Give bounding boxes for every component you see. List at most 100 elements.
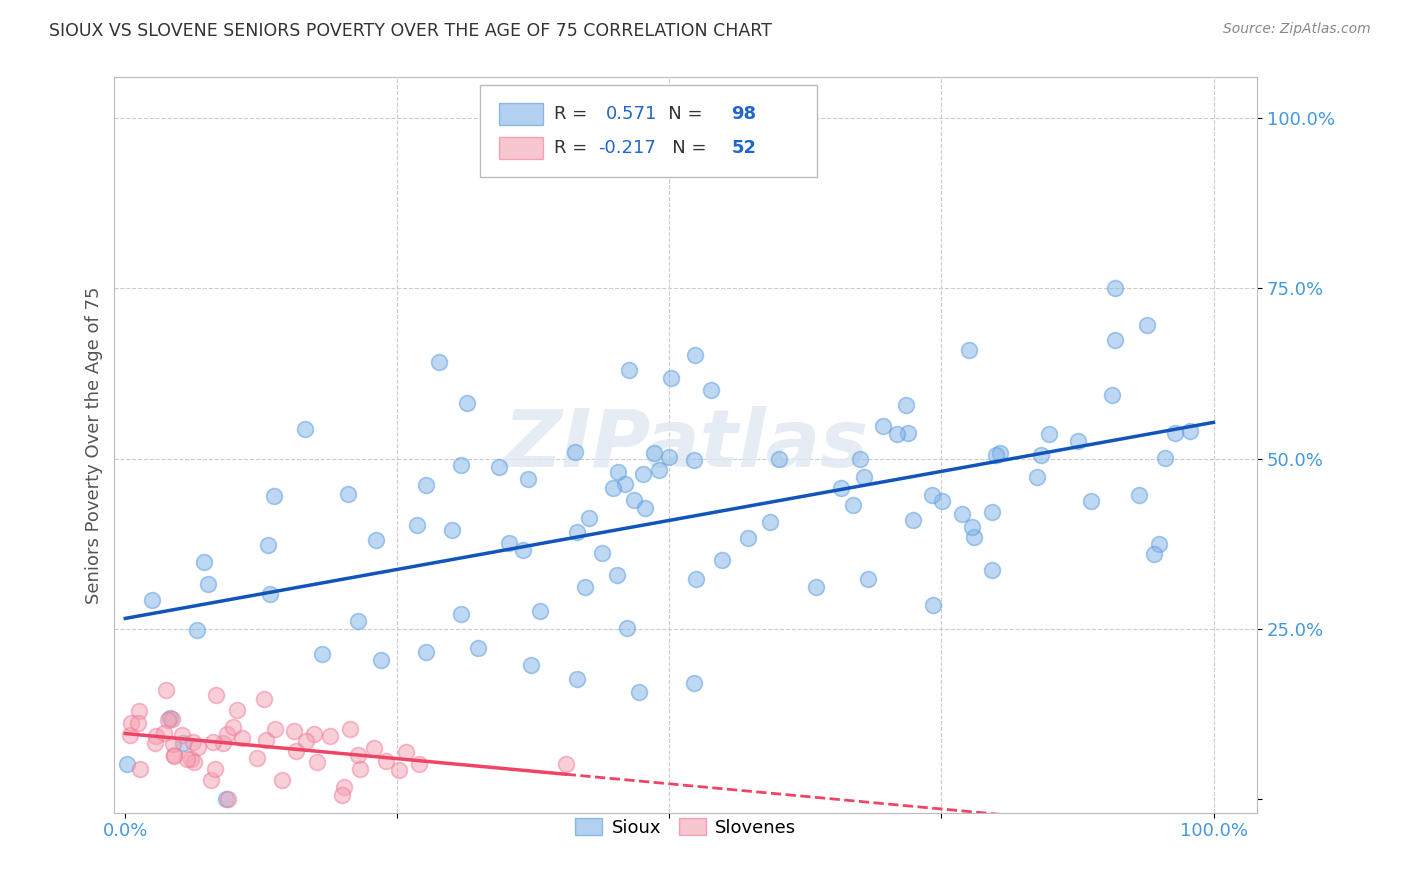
Point [215,792,238,806]
Point [183,755,205,769]
Point [252,691,274,706]
Point [363,740,385,755]
Point [204,762,226,776]
Point [172,736,194,750]
Point [565,672,588,686]
Point [711,553,734,567]
Point [830,482,852,496]
Point [648,462,671,476]
Point [607,465,630,479]
Point [1178,425,1201,439]
Point [200,773,222,788]
Point [129,762,152,776]
Point [364,533,387,547]
Point [231,731,253,745]
FancyBboxPatch shape [499,103,543,125]
Point [606,567,628,582]
Point [1147,537,1170,551]
Point [853,470,876,484]
Point [963,530,986,544]
Point [1143,547,1166,561]
Legend: Sioux, Slovenes: Sioux, Slovenes [568,811,803,844]
Point [157,713,180,727]
Point [894,398,917,412]
Point [406,518,429,533]
Point [685,573,707,587]
Point [183,735,205,749]
Point [517,472,540,486]
Point [259,587,281,601]
Point [263,489,285,503]
Point [700,384,723,398]
Text: R =: R = [554,105,599,123]
Point [1029,448,1052,462]
Point [554,756,576,771]
Point [215,726,238,740]
Point [1164,425,1187,440]
Point [319,729,342,743]
Point [450,458,472,472]
Text: N =: N = [655,139,711,157]
Point [931,494,953,508]
FancyBboxPatch shape [499,137,543,159]
Point [163,749,186,764]
Point [613,477,636,491]
Point [307,755,329,769]
Point [848,452,870,467]
Point [180,751,202,765]
Text: 0.571: 0.571 [606,105,657,123]
Point [254,732,277,747]
Point [264,722,287,736]
Point [683,348,706,362]
Point [176,751,198,765]
Point [981,563,1004,577]
Point [128,704,150,718]
Text: SIOUX VS SLOVENE SENIORS POVERTY OVER THE AGE OF 75 CORRELATION CHART: SIOUX VS SLOVENE SENIORS POVERTY OVER TH… [49,22,772,40]
Point [628,685,651,699]
Point [631,467,654,481]
Point [616,621,638,635]
Point [591,546,613,560]
Point [337,486,360,500]
Point [153,726,176,740]
Point [120,716,142,731]
Point [349,762,371,776]
Point [217,792,239,806]
Point [858,572,880,586]
Point [388,763,411,777]
Point [1104,281,1126,295]
Point [118,728,141,742]
Point [683,676,706,690]
Point [957,343,980,357]
FancyBboxPatch shape [479,85,817,177]
Point [170,728,193,742]
Text: Source: ZipAtlas.com: Source: ZipAtlas.com [1223,22,1371,37]
Point [374,754,396,768]
Point [682,453,704,467]
Point [897,425,920,440]
Point [759,516,782,530]
Point [193,555,215,569]
Point [211,736,233,750]
Point [427,355,450,369]
Point [574,580,596,594]
Point [394,746,416,760]
Point [886,427,908,442]
Point [529,604,551,618]
Point [283,724,305,739]
Point [408,756,430,771]
Point [197,577,219,591]
Point [222,720,245,734]
Point [488,459,510,474]
Point [565,525,588,540]
Point [294,422,316,436]
Point [1067,434,1090,448]
Point [986,448,1008,462]
Point [737,531,759,545]
Text: N =: N = [651,105,709,123]
Point [768,452,790,467]
Point [623,492,645,507]
Point [1104,333,1126,347]
Point [981,505,1004,519]
Point [872,419,894,434]
